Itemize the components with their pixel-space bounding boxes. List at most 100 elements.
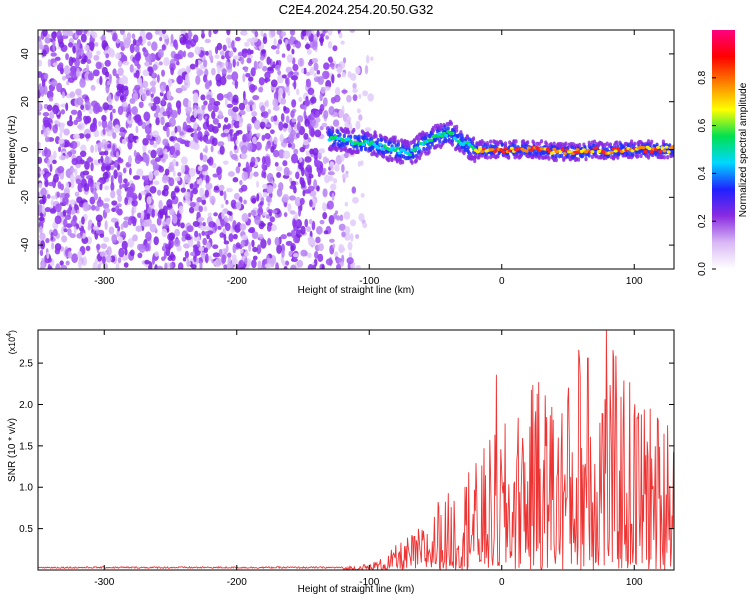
noise-blob bbox=[226, 74, 233, 80]
noise-blob bbox=[290, 142, 296, 150]
noise-blob bbox=[308, 218, 313, 225]
noise-blob bbox=[283, 265, 288, 269]
ridge-halo bbox=[455, 124, 459, 130]
ridge-core bbox=[560, 148, 565, 152]
noise-blob bbox=[276, 166, 283, 172]
noise-blob bbox=[137, 77, 143, 86]
noise-blob bbox=[136, 63, 141, 70]
noise-blob bbox=[77, 122, 85, 131]
snr-series-line bbox=[38, 330, 674, 570]
noise-blob bbox=[170, 66, 175, 76]
ridge-halo bbox=[420, 150, 424, 155]
noise-blob bbox=[249, 83, 256, 93]
noise-blob bbox=[176, 75, 184, 85]
noise-blob bbox=[201, 164, 209, 172]
noise-blob bbox=[79, 78, 86, 88]
snr-y-axis: 0.5 1.0 1.5 2.0 2.5 bbox=[19, 359, 674, 535]
noise-blob bbox=[194, 46, 201, 55]
noise-blob bbox=[193, 121, 198, 130]
noise-blob bbox=[226, 103, 234, 108]
noise-blob bbox=[158, 61, 163, 66]
noise-blob bbox=[121, 138, 127, 145]
noise-blob bbox=[252, 94, 260, 101]
noise-blob bbox=[156, 265, 164, 269]
ridge-core bbox=[664, 145, 669, 149]
noise-blob bbox=[188, 206, 195, 214]
ridge-halo bbox=[338, 132, 342, 137]
noise-blob bbox=[67, 228, 72, 236]
noise-blob bbox=[67, 251, 73, 259]
noise-blob bbox=[260, 238, 267, 249]
noise-blob bbox=[204, 253, 209, 264]
snr-y-tick-label: 1.0 bbox=[19, 483, 33, 494]
noise-blob bbox=[187, 100, 192, 108]
noise-blob bbox=[102, 171, 109, 180]
noise-blob bbox=[285, 260, 290, 266]
noise-blob bbox=[316, 30, 320, 38]
noise-blob bbox=[272, 61, 276, 69]
noise-blob bbox=[244, 66, 248, 73]
noise-blob bbox=[136, 168, 144, 177]
noise-blob bbox=[264, 71, 271, 79]
noise-blob bbox=[56, 191, 60, 198]
noise-blob bbox=[40, 129, 44, 135]
noise-blob bbox=[132, 234, 138, 242]
noise-blob bbox=[46, 104, 53, 112]
noise-blob bbox=[296, 88, 300, 96]
noise-blob bbox=[279, 133, 284, 143]
noise-blob bbox=[79, 150, 87, 158]
noise-blob bbox=[317, 172, 321, 177]
noise-blob bbox=[62, 209, 67, 217]
ridge-halo bbox=[545, 142, 549, 147]
noise-blob bbox=[185, 73, 190, 84]
noise-blob bbox=[66, 120, 74, 127]
ridge-halo bbox=[560, 153, 564, 158]
noise-blob bbox=[303, 140, 309, 146]
noise-blob bbox=[203, 205, 208, 212]
noise-blob bbox=[193, 131, 198, 140]
noise-blob bbox=[367, 93, 374, 102]
noise-blob bbox=[315, 117, 321, 123]
noise-blob bbox=[262, 65, 268, 72]
ridge-halo bbox=[587, 153, 591, 158]
noise-blob bbox=[256, 132, 261, 138]
noise-blob bbox=[306, 226, 311, 232]
noise-blob bbox=[322, 97, 328, 107]
noise-blob bbox=[201, 230, 206, 236]
ridge-halo bbox=[352, 127, 356, 133]
noise-blob bbox=[303, 104, 307, 111]
noise-blob bbox=[265, 123, 272, 128]
noise-blob bbox=[290, 153, 299, 164]
noise-blob bbox=[343, 152, 349, 159]
noise-blob bbox=[70, 109, 78, 115]
noise-blob bbox=[168, 232, 176, 241]
noise-blob bbox=[242, 73, 246, 83]
noise-blob bbox=[258, 61, 264, 69]
noise-blob bbox=[287, 142, 292, 148]
noise-blob bbox=[106, 130, 113, 137]
noise-blob bbox=[76, 209, 80, 214]
noise-blob bbox=[92, 261, 99, 269]
noise-blob bbox=[104, 220, 108, 231]
noise-blob bbox=[264, 132, 271, 140]
noise-blob bbox=[94, 144, 98, 153]
noise-blob bbox=[118, 247, 125, 258]
noise-blob bbox=[307, 252, 312, 259]
noise-blob bbox=[261, 134, 266, 141]
noise-blob bbox=[240, 152, 248, 160]
noise-blob bbox=[74, 191, 80, 197]
noise-blob bbox=[43, 119, 49, 128]
ridge-halo bbox=[554, 157, 558, 163]
noise-blob bbox=[303, 67, 307, 75]
noise-blob bbox=[332, 45, 338, 52]
noise-blob bbox=[269, 216, 276, 223]
noise-blob bbox=[231, 254, 237, 261]
noise-blob bbox=[177, 49, 184, 60]
noise-blob bbox=[196, 126, 201, 132]
noise-blob bbox=[72, 45, 76, 54]
noise-blob bbox=[65, 223, 73, 228]
noise-blob bbox=[335, 154, 343, 165]
noise-blob bbox=[249, 130, 252, 141]
noise-blob bbox=[65, 260, 70, 266]
